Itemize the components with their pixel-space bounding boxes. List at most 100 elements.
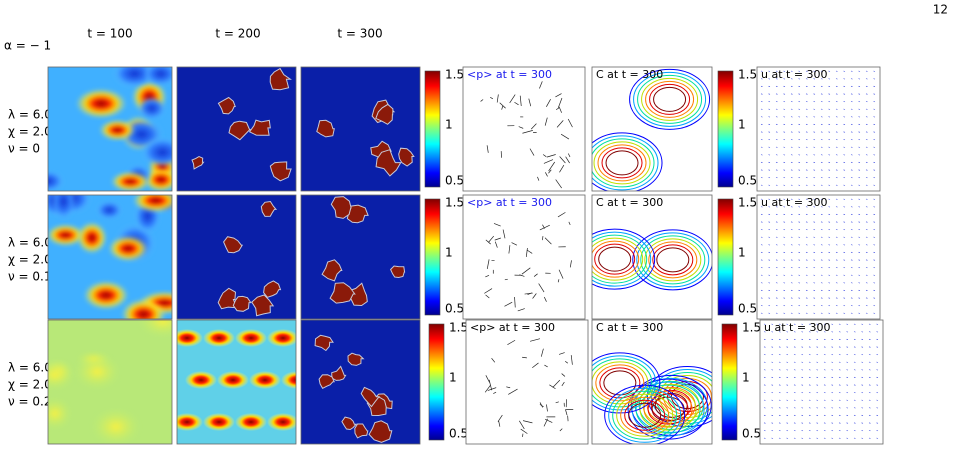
vector: [843, 267, 846, 269]
vector: [808, 369, 811, 371]
vector: [876, 384, 879, 386]
contour: [632, 229, 712, 291]
vector: [858, 244, 861, 246]
vector: [805, 198, 808, 200]
vector: [873, 85, 876, 87]
colorbar-tick: 1: [449, 371, 457, 385]
vector: [835, 131, 838, 133]
vector: [838, 399, 841, 401]
vector: [760, 206, 763, 208]
vector: [865, 78, 868, 80]
vector: [858, 116, 861, 118]
vector: [828, 146, 831, 148]
vector: [820, 184, 823, 186]
vector: [828, 184, 831, 186]
vector: [858, 229, 861, 231]
vector: [835, 70, 838, 72]
vector: [828, 289, 831, 291]
vector: [790, 259, 793, 261]
vector: [850, 169, 853, 171]
vector: [828, 297, 831, 299]
vector: [771, 399, 774, 401]
vector: [778, 392, 781, 394]
vector: [853, 323, 856, 325]
vector: [813, 282, 816, 284]
vector: [816, 437, 819, 439]
vector: [801, 392, 804, 394]
vector: [798, 297, 801, 299]
cell-cluster: [251, 294, 275, 317]
arrow: [570, 355, 573, 365]
vector: [771, 376, 774, 378]
vector: [768, 221, 771, 223]
vector: [835, 169, 838, 171]
vector: [801, 399, 804, 401]
field-blob: [203, 329, 235, 347]
vector: [768, 78, 771, 80]
vector: [760, 101, 763, 103]
vector: [868, 414, 871, 416]
cell-cluster: [321, 259, 343, 282]
vector: [876, 437, 879, 439]
vector: [808, 437, 811, 439]
panel-frame: [759, 319, 884, 445]
panel-frame: [47, 66, 173, 192]
vector: [828, 259, 831, 261]
vector: [831, 384, 834, 386]
vector: [828, 221, 831, 223]
vector: [763, 331, 766, 333]
vector: [801, 369, 804, 371]
vector: [865, 305, 868, 307]
vector: [850, 161, 853, 163]
vector: [786, 369, 789, 371]
vector: [778, 414, 781, 416]
vector: [778, 437, 781, 439]
vector: [843, 221, 846, 223]
vector: [760, 198, 763, 200]
contour: [592, 355, 657, 411]
arrow: [497, 414, 503, 422]
vector: [805, 282, 808, 284]
vector: [828, 85, 831, 87]
cell-cluster: [269, 161, 292, 182]
arrow: [484, 288, 493, 294]
vector: [865, 123, 868, 125]
vector: [853, 407, 856, 409]
vector: [816, 323, 819, 325]
vector: [853, 414, 856, 416]
vector: [858, 289, 861, 291]
vector: [850, 259, 853, 261]
vector: [843, 116, 846, 118]
panel-frame: [300, 319, 421, 445]
arrow: [491, 358, 496, 363]
vector: [843, 274, 846, 276]
vector: [868, 346, 871, 348]
vector: [850, 305, 853, 307]
vector: [820, 251, 823, 253]
vector: [835, 123, 838, 125]
vector: [876, 399, 879, 401]
contour: [595, 364, 645, 402]
vector: [798, 184, 801, 186]
vector: [820, 78, 823, 80]
field-blob: [267, 413, 296, 431]
vector: [853, 392, 856, 394]
vector: [798, 198, 801, 200]
arrow: [504, 301, 513, 307]
vector: [865, 146, 868, 148]
vector: [823, 323, 826, 325]
panel-bg: [760, 320, 883, 444]
panel-frame: [591, 319, 713, 445]
row-param: χ = 2.0: [8, 253, 52, 267]
vector: [873, 259, 876, 261]
vector: [771, 437, 774, 439]
vector: [783, 221, 786, 223]
vector: [786, 399, 789, 401]
contour: [620, 396, 670, 434]
cell-cluster: [318, 374, 335, 389]
vector: [835, 198, 838, 200]
vector: [858, 146, 861, 148]
vector: [828, 236, 831, 238]
vector: [790, 213, 793, 215]
vector: [835, 93, 838, 95]
